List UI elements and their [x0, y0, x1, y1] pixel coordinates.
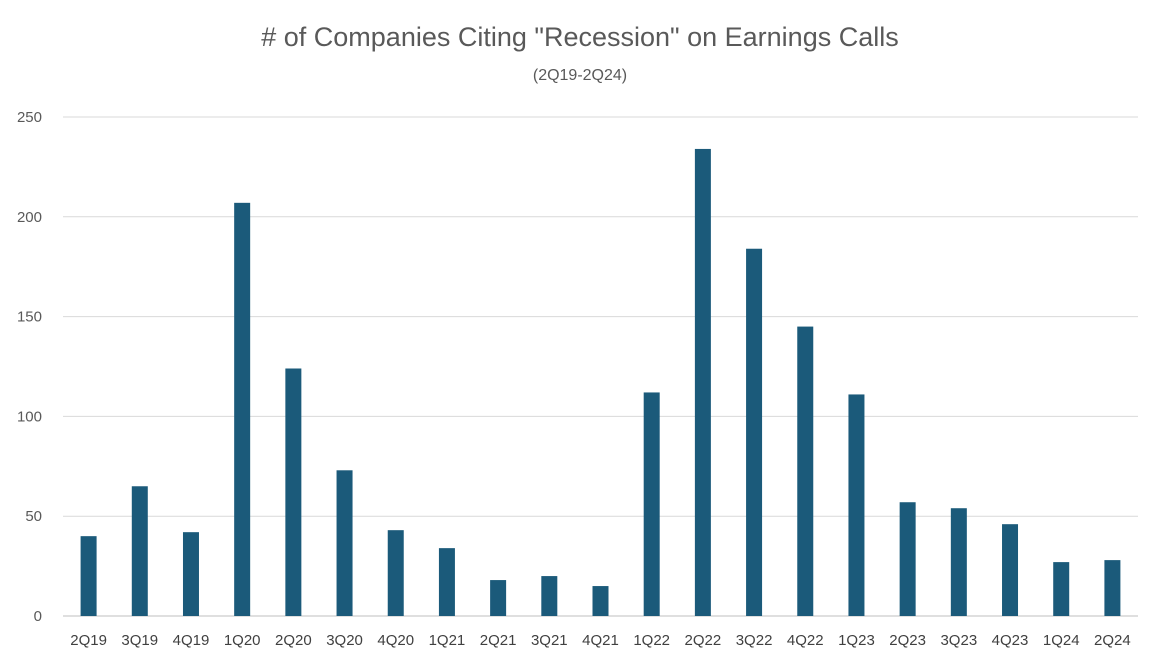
- bar-4q21: [592, 586, 609, 616]
- bar-3q19: [131, 486, 148, 616]
- x-tick-label-1q20: 1Q20: [224, 632, 261, 649]
- bar-2q23: [899, 502, 916, 616]
- bar-3q20: [336, 470, 353, 616]
- x-tick-label-3q23: 3Q23: [940, 632, 977, 649]
- x-tick-label-2q21: 2Q21: [480, 632, 517, 649]
- y-tick-label: 0: [34, 608, 42, 625]
- x-tick-label-4q22: 4Q22: [787, 632, 824, 649]
- x-tick-label-2q20: 2Q20: [275, 632, 312, 649]
- bar-1q21: [438, 548, 455, 616]
- x-axis-ticks: 2Q19 3Q19 4Q19 1Q20 2Q20 3Q20 4Q20 1Q21 2Q21 3Q21…: [70, 632, 1131, 649]
- y-axis-ticks: 0 50 100 150 200 250: [17, 109, 42, 625]
- x-tick-label-3q22: 3Q22: [736, 632, 773, 649]
- chart-title: # of Companies Citing "Recession" on Ear…: [261, 22, 898, 52]
- x-tick-label-4q21: 4Q21: [582, 632, 619, 649]
- bar-2q19: [80, 536, 97, 616]
- x-tick-label-2q23: 2Q23: [889, 632, 926, 649]
- bar-1q22: [643, 392, 660, 616]
- x-tick-label-3q20: 3Q20: [326, 632, 363, 649]
- bar-4q20: [387, 530, 404, 616]
- x-tick-label-1q23: 1Q23: [838, 632, 875, 649]
- x-tick-label-1q22: 1Q22: [633, 632, 670, 649]
- x-tick-label-4q23: 4Q23: [992, 632, 1029, 649]
- bar-1q24: [1053, 562, 1070, 616]
- x-tick-label-3q19: 3Q19: [121, 632, 158, 649]
- bar-1q20: [234, 202, 251, 616]
- x-tick-label-4q19: 4Q19: [173, 632, 210, 649]
- bar-2q20: [285, 368, 302, 616]
- y-tick-label: 50: [25, 508, 42, 525]
- y-tick-label: 250: [17, 109, 42, 126]
- x-tick-label-3q21: 3Q21: [531, 632, 568, 649]
- y-tick-label: 200: [17, 209, 42, 226]
- bar-2q22: [694, 148, 711, 616]
- x-tick-label-2q24: 2Q24: [1094, 632, 1131, 649]
- y-tick-label: 100: [17, 408, 42, 425]
- bar-2q21: [490, 580, 507, 616]
- x-tick-label-2q19: 2Q19: [70, 632, 107, 649]
- bar-2q24: [1104, 560, 1121, 616]
- x-tick-label-1q24: 1Q24: [1043, 632, 1080, 649]
- bar-3q23: [950, 508, 967, 616]
- gridlines: [63, 116, 1138, 617]
- bar-1q23: [848, 394, 865, 616]
- x-tick-label-4q20: 4Q20: [377, 632, 414, 649]
- x-tick-label-2q22: 2Q22: [685, 632, 722, 649]
- x-tick-label-1q21: 1Q21: [429, 632, 466, 649]
- chart-subtitle: (2Q19-2Q24): [533, 67, 627, 84]
- bar-3q22: [746, 248, 763, 616]
- bar-3q21: [541, 576, 558, 616]
- bar-4q22: [797, 326, 814, 616]
- bars: [80, 148, 1121, 616]
- bar-4q23: [1002, 524, 1019, 616]
- y-tick-label: 150: [17, 309, 42, 326]
- bar-4q19: [182, 532, 199, 616]
